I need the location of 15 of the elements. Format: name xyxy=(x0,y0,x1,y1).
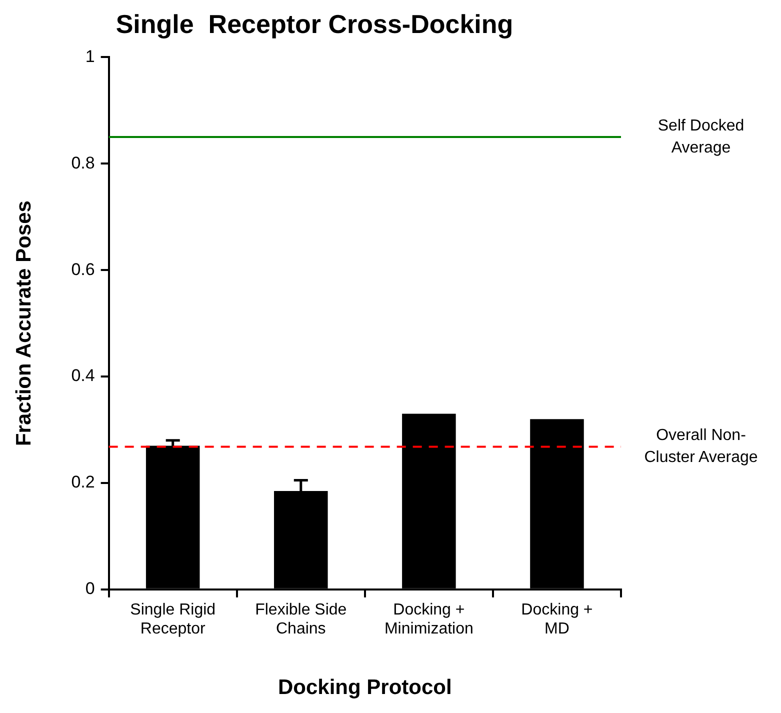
ref-line-label: Self Docked Average xyxy=(658,117,744,156)
x-tick-label: Docking + Minimization xyxy=(384,601,474,638)
ref-line-label: Overall Non-Cluster Average xyxy=(644,427,758,466)
chart-title: Single Receptor Cross-Docking xyxy=(116,8,514,39)
x-tick-label: Flexible Side Chains xyxy=(255,601,347,638)
x-tick-label: Single Rigid Receptor xyxy=(130,601,216,638)
x-axis-title: Docking Protocol xyxy=(278,676,452,700)
y-tick-label: 1 xyxy=(85,46,95,66)
y-tick-label: 0.8 xyxy=(71,153,95,172)
y-axis-title: Fraction Accurate Poses xyxy=(12,200,36,446)
y-tick-label: 0.2 xyxy=(71,472,95,492)
y-tick-label: 0.6 xyxy=(71,260,95,279)
y-tick-label: 0.4 xyxy=(71,366,95,386)
y-tick-label: 0 xyxy=(85,579,95,598)
x-tick-label: Docking + MD xyxy=(521,601,593,638)
